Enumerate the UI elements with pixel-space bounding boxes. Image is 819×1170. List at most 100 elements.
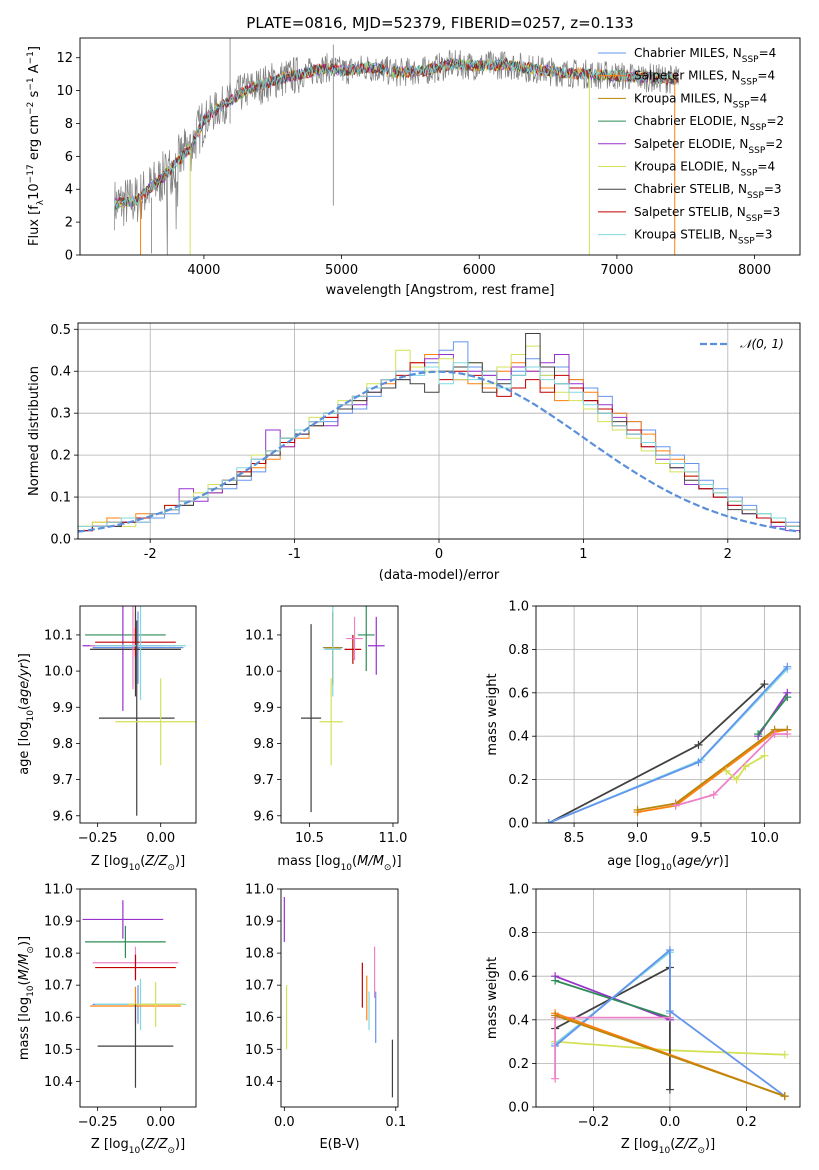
x-tick-label: 9.5 — [691, 831, 712, 846]
legend-text: Chabrier ELODIE, N — [634, 114, 750, 128]
y-tick-label: 11.0 — [245, 883, 274, 898]
y-tick-label: 12 — [56, 51, 73, 66]
label-part: ] — [27, 46, 42, 51]
legend-sub: SSP — [733, 100, 750, 110]
weight-age-ylabel: mass weight — [485, 673, 500, 755]
x-tick-label: 9.0 — [627, 831, 648, 846]
weight-line — [554, 1014, 785, 1097]
legend-sub: SSP — [741, 78, 758, 88]
age-Z-frame — [79, 605, 197, 824]
legend-sub: SSP — [746, 214, 763, 224]
label-part: )] — [391, 854, 401, 869]
y-tick-label: 10 — [56, 84, 73, 99]
y-tick-label: 10.5 — [245, 1043, 274, 1058]
x-tick-label: −0.25 — [78, 1115, 118, 1130]
label-part: 10 — [129, 1146, 141, 1156]
weight-Z-frame — [535, 888, 801, 1108]
y-tick-label: 10.9 — [245, 915, 274, 930]
age-mass-xlabel: mass [log10(M/M⊙)] — [277, 854, 401, 873]
label-part: )] — [705, 1137, 715, 1152]
legend-label: Salpeter ELODIE, NSSP=2 — [634, 137, 783, 156]
weight-Z-plot — [551, 946, 789, 1101]
y-tick-label: 9.7 — [253, 773, 274, 788]
legend-suffix: =4 — [757, 160, 775, 174]
label-part: ( — [352, 854, 357, 869]
age-Z-axes: −0.25 0.00 9.6 9.7 9.8 9.9 10.0 10.1 — [44, 628, 175, 846]
label-part: )] — [17, 653, 32, 663]
x-tick-label: 6000 — [463, 263, 496, 278]
y-tick-label: 0.0 — [508, 817, 529, 832]
legend-label: Salpeter MILES, NSSP=4 — [634, 69, 775, 88]
weight-line — [757, 696, 789, 735]
label-part: )] — [175, 854, 185, 869]
y-tick-label: 0.0 — [508, 1101, 529, 1116]
y-tick-label: 0.4 — [508, 1013, 529, 1028]
y-tick-label: 10.8 — [44, 947, 73, 962]
histogram-salpeter-elodie — [78, 354, 800, 539]
y-tick-label: 0.1 — [50, 491, 71, 506]
mass-z-ylabel: mass [log10(M/M⊙)] — [17, 936, 36, 1060]
y-tick-label: 9.6 — [253, 809, 274, 824]
x-tick-label: −0.2 — [578, 1115, 610, 1130]
y-tick-label: 0.2 — [508, 773, 529, 788]
legend-sub: SSP — [747, 191, 764, 201]
y-tick-label: 0.4 — [50, 365, 71, 380]
label-part: age/yr — [677, 854, 720, 869]
legend-text: Chabrier MILES, N — [634, 46, 742, 60]
legend-suffix: =4 — [750, 91, 768, 105]
label-part: )] — [175, 1137, 185, 1152]
legend-sub: SSP — [741, 169, 758, 179]
label-part: ( — [17, 705, 32, 710]
x-tick-label: 0.00 — [146, 1115, 175, 1130]
y-tick-label: 4 — [65, 183, 73, 198]
y-tick-label: 11.0 — [44, 883, 73, 898]
legend-sub: SSP — [742, 55, 759, 65]
mass-z-xlabel: Z [log10(Z/Z⊙)] — [91, 1137, 185, 1156]
y-tick-label: 10.6 — [44, 1011, 73, 1026]
y-tick-label: 0.6 — [508, 970, 529, 985]
mass-Z-plot — [82, 900, 186, 1088]
y-tick-label: 10.1 — [245, 628, 274, 643]
mass-Z-frame — [79, 888, 197, 1108]
x-tick-label: 0.1 — [385, 1115, 406, 1130]
legend-label: Kroupa MILES, NSSP=4 — [634, 91, 767, 110]
residuals-xlabel: (data-model)/error — [379, 568, 500, 583]
label-part: ⊙ — [384, 863, 392, 873]
spectrum-title: PLATE=0816, MJD=52379, FIBERID=0257, z=0… — [246, 14, 633, 32]
y-tick-label: 8 — [65, 117, 73, 132]
y-tick-label: 10.4 — [245, 1075, 274, 1090]
x-tick-label: 0.2 — [736, 1115, 757, 1130]
label-part: ⊙ — [167, 1146, 175, 1156]
legend-sub: SSP — [750, 123, 767, 133]
label-part: age [log — [17, 722, 32, 775]
label-part: 10 — [341, 863, 353, 873]
y-tick-label: 9.7 — [52, 773, 73, 788]
x-tick-label: 10.0 — [750, 831, 779, 846]
label-part: M/M — [357, 854, 384, 869]
age-mass-plot — [301, 606, 385, 813]
histogram-kroupa-elodie — [78, 345, 800, 539]
observed-spectrum — [114, 49, 680, 255]
x-tick-label: 11.0 — [379, 831, 408, 846]
y-tick-label: 10.0 — [44, 665, 73, 680]
weight-line — [675, 733, 788, 807]
y-tick-label: 0.4 — [508, 730, 529, 745]
legend-suffix: =4 — [757, 69, 775, 83]
label-part: −2 — [26, 102, 36, 115]
legend-suffix: =3 — [755, 228, 773, 242]
y-tick-label: 0 — [65, 249, 73, 264]
legend-label: Kroupa ELODIE, NSSP=4 — [634, 160, 775, 179]
legend-suffix: =2 — [765, 137, 783, 151]
legend-label: Kroupa STELIB, NSSP=3 — [634, 228, 772, 247]
label-part: 10 — [26, 985, 36, 997]
y-tick-label: 10.5 — [44, 1043, 73, 1058]
label-part: 10 — [27, 183, 42, 200]
label-part: 10 — [129, 863, 141, 873]
spectrum-plot — [114, 38, 680, 255]
x-tick-label: 0.00 — [146, 831, 175, 846]
label-part: −1 — [26, 51, 36, 64]
y-tick-label: 0.8 — [508, 643, 529, 658]
x-tick-label: 4000 — [187, 263, 220, 278]
y-tick-label: 0.2 — [508, 1057, 529, 1072]
